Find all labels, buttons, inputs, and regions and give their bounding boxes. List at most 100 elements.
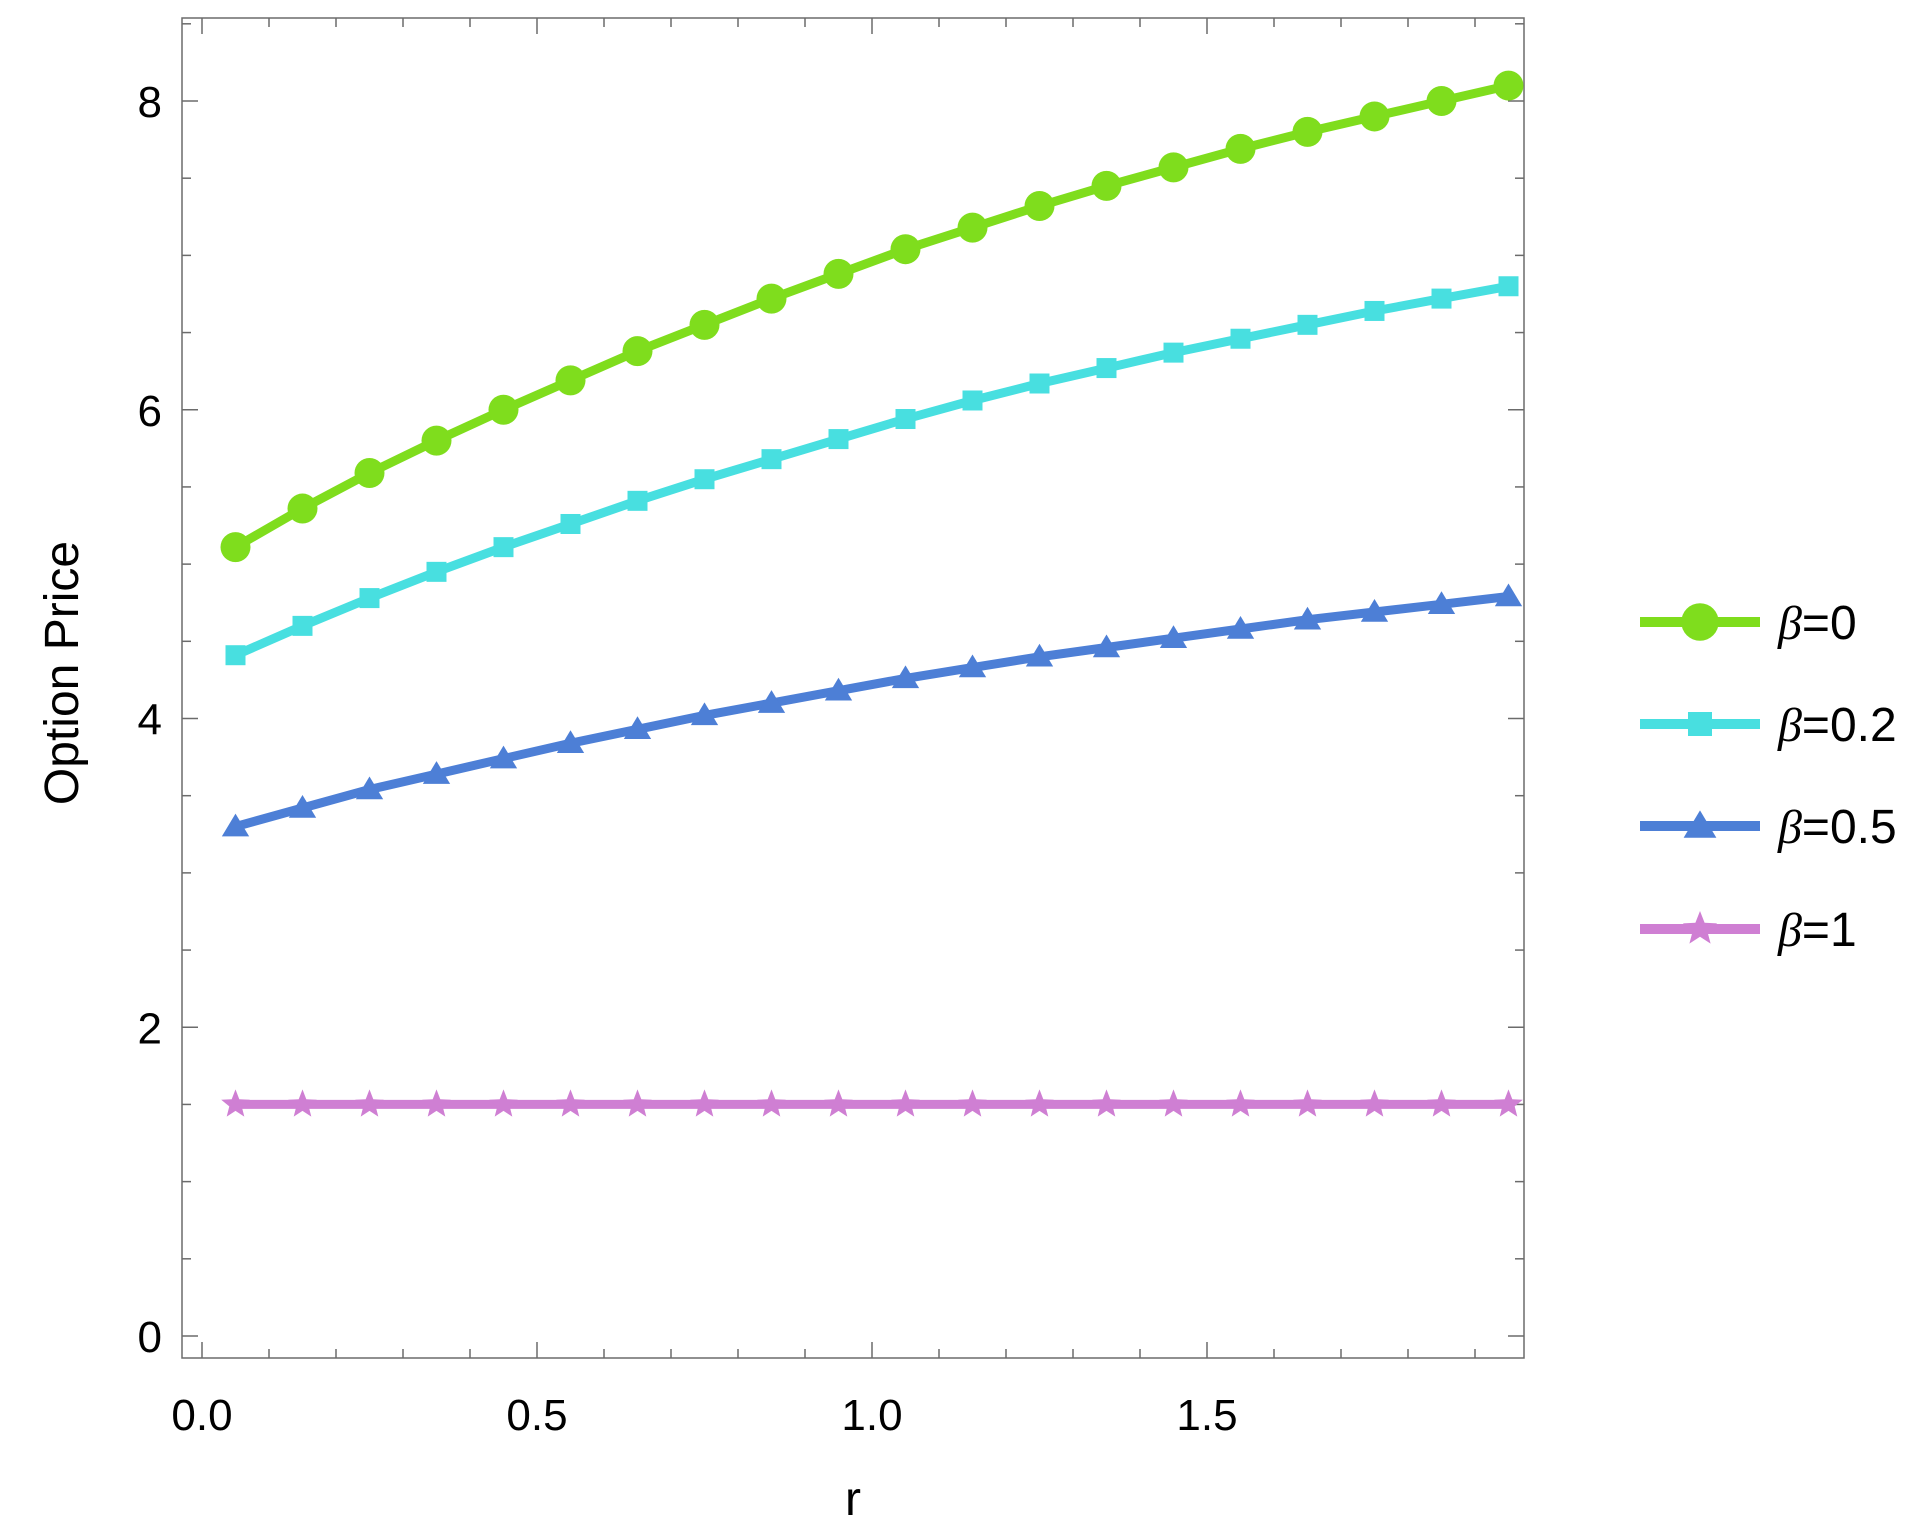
plot-frame — [181, 17, 1525, 1359]
star-marker — [288, 1089, 317, 1117]
series-3 — [221, 1089, 1523, 1117]
square-marker — [1364, 300, 1385, 321]
star-marker — [1226, 1089, 1255, 1117]
star-marker — [1427, 1089, 1456, 1117]
triangle-marker — [355, 776, 384, 800]
triangle-marker — [1159, 625, 1188, 648]
circle-marker — [890, 234, 921, 265]
x-tick-label: 0.5 — [506, 1391, 567, 1440]
star-marker — [1360, 1089, 1389, 1117]
star-marker — [824, 1089, 853, 1117]
circle-marker — [1158, 152, 1189, 183]
star-marker — [489, 1089, 518, 1117]
star-marker — [1293, 1089, 1322, 1117]
triangle-marker — [1226, 615, 1255, 639]
square-marker — [828, 429, 849, 450]
legend-item: β=0.5 — [1640, 801, 1897, 854]
triangle-marker — [757, 690, 786, 713]
square-marker — [1688, 712, 1712, 736]
star-marker — [556, 1089, 585, 1117]
triangle-marker — [958, 654, 987, 678]
star-marker — [1159, 1089, 1188, 1117]
circle-marker — [823, 258, 854, 289]
triangle-marker — [891, 665, 920, 689]
y-tick-label: 8 — [138, 78, 162, 127]
square-marker — [1431, 288, 1452, 309]
circle-marker — [957, 212, 988, 243]
legend-item: β=1 — [1640, 904, 1857, 957]
legend-label: β=0.5 — [1777, 801, 1897, 854]
series-layer — [220, 70, 1524, 1117]
series-2 — [221, 583, 1523, 837]
circle-marker — [622, 336, 653, 367]
triangle-marker — [288, 795, 317, 818]
square-marker — [761, 449, 782, 470]
circle-marker — [1681, 603, 1719, 641]
triangle-marker — [1092, 634, 1121, 658]
legend-label: β=1 — [1777, 904, 1857, 957]
square-marker — [1297, 314, 1318, 335]
legend-item: β=0.2 — [1640, 699, 1897, 752]
plot-frame-border — [181, 17, 1525, 1359]
star-marker — [958, 1089, 987, 1117]
circle-marker — [1426, 86, 1457, 116]
y-tick-label: 4 — [138, 696, 162, 745]
square-marker — [1498, 276, 1519, 297]
series-line — [231, 281, 1513, 660]
star-marker — [757, 1089, 786, 1117]
square-marker — [1163, 342, 1184, 363]
y-axis-title: Option Price — [36, 541, 89, 805]
series-1 — [225, 276, 1519, 666]
circle-marker — [1024, 190, 1055, 221]
triangle-marker — [221, 813, 250, 837]
circle-marker — [555, 365, 586, 396]
triangle-marker — [690, 702, 719, 726]
triangle-marker — [489, 745, 518, 769]
square-marker — [962, 390, 983, 411]
circle-marker — [354, 458, 385, 489]
x-tick-label: 1.5 — [1176, 1391, 1237, 1440]
circle-marker — [488, 394, 519, 425]
series-line — [231, 592, 1513, 832]
circle-marker — [1091, 170, 1122, 201]
square-marker — [1230, 328, 1251, 349]
legend-label: β=0 — [1777, 597, 1857, 650]
legend: β=0 β=0.2 β=0.5 β=1 — [1640, 597, 1897, 957]
legend-label: β=0.2 — [1777, 699, 1897, 752]
triangle-marker — [1360, 598, 1389, 622]
star-marker — [355, 1089, 384, 1117]
square-marker — [225, 645, 246, 666]
square-marker — [426, 561, 447, 582]
triangle-marker — [1025, 643, 1054, 667]
y-tick-label: 0 — [138, 1313, 162, 1362]
circle-marker — [287, 493, 318, 524]
triangle-marker — [1293, 606, 1322, 630]
legend-item: β=0 — [1640, 597, 1857, 650]
circle-marker — [1493, 70, 1524, 101]
square-marker — [359, 588, 380, 609]
star-marker — [623, 1089, 652, 1117]
circle-marker — [1225, 133, 1256, 164]
star-marker — [422, 1089, 451, 1117]
square-marker — [694, 469, 715, 490]
star-marker — [221, 1089, 250, 1117]
square-marker — [292, 615, 313, 636]
circle-marker — [421, 425, 452, 456]
circle-marker — [689, 309, 720, 340]
star-marker — [1025, 1089, 1054, 1117]
triangle-marker — [1427, 591, 1456, 615]
triangle-marker — [1494, 583, 1523, 607]
y-tick-label: 2 — [138, 1004, 162, 1053]
star-marker — [1494, 1089, 1523, 1117]
series-0 — [220, 70, 1524, 563]
square-marker — [560, 513, 581, 534]
star-marker — [690, 1089, 719, 1117]
star-marker — [891, 1089, 920, 1117]
circle-marker — [1292, 116, 1323, 147]
y-tick-label: 6 — [138, 387, 162, 436]
triangle-marker — [824, 677, 853, 701]
square-marker — [1096, 358, 1117, 379]
triangle-marker — [1683, 810, 1717, 838]
triangle-marker — [422, 761, 451, 784]
